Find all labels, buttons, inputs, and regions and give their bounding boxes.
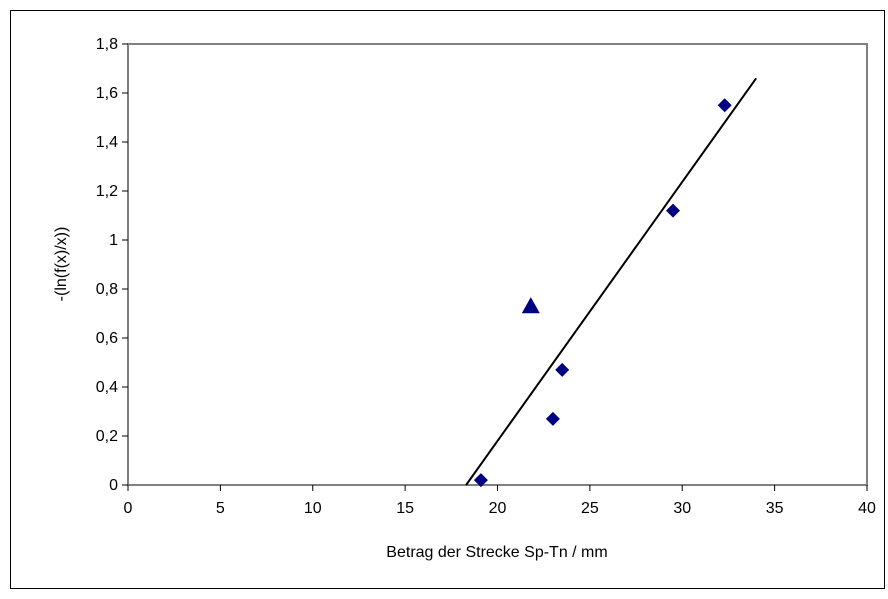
x-tick-label: 30 bbox=[673, 500, 691, 517]
x-tick-label: 15 bbox=[396, 500, 414, 517]
x-tick-label: 40 bbox=[858, 500, 876, 517]
y-tick-label: 0,6 bbox=[96, 330, 118, 347]
diamond-point bbox=[717, 98, 732, 113]
data-points bbox=[473, 98, 732, 488]
diamond-point bbox=[555, 362, 570, 377]
y-tick-label: 0,8 bbox=[96, 281, 118, 298]
triangle-point bbox=[521, 297, 540, 314]
plot-area bbox=[127, 43, 868, 486]
diamond-point bbox=[666, 203, 680, 218]
diamond-point bbox=[473, 473, 488, 488]
diamond-point bbox=[545, 411, 560, 426]
x-tick-label: 10 bbox=[304, 500, 322, 517]
y-tick-label: 0,4 bbox=[96, 379, 118, 396]
y-tick-label: 0,2 bbox=[96, 428, 118, 445]
x-tick-label: 20 bbox=[489, 500, 507, 517]
trendline-layer bbox=[465, 77, 757, 486]
y-tick-label: 1,6 bbox=[96, 85, 118, 102]
x-tick-label: 25 bbox=[581, 500, 599, 517]
x-tick-label: 35 bbox=[766, 500, 784, 517]
x-axis-title: Betrag der Strecke Sp-Tn / mm bbox=[386, 544, 607, 561]
y-tick-label: 1,4 bbox=[96, 134, 118, 151]
y-axis-title: -(ln(f(x)/x)) bbox=[53, 227, 70, 302]
y-axis: 0 0,2 0,4 0,6 0,8 1 1,2 1,4 1,6 1,8 bbox=[96, 36, 128, 494]
y-tick-label: 1,2 bbox=[96, 183, 118, 200]
x-tick-label: 5 bbox=[216, 500, 225, 517]
x-tick-label: 0 bbox=[124, 500, 133, 517]
y-tick-label: 1 bbox=[109, 232, 118, 249]
y-tick-label: 0 bbox=[109, 477, 118, 494]
x-axis: 0 5 10 15 20 25 30 35 40 bbox=[124, 485, 876, 517]
y-tick-label: 1,8 bbox=[96, 36, 118, 53]
trendline bbox=[465, 77, 757, 486]
